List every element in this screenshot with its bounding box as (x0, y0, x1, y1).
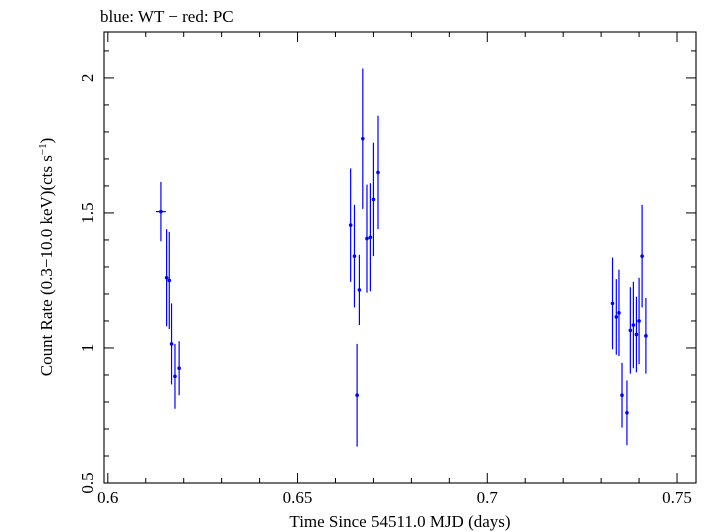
data-point (644, 298, 648, 374)
y-tick-label: 0.5 (78, 472, 97, 493)
point-marker (348, 223, 353, 227)
data-point (177, 341, 181, 396)
point-marker (167, 278, 172, 283)
data-point (361, 68, 365, 209)
y-tick-label: 1 (78, 344, 97, 353)
data-point (173, 343, 177, 409)
data-point (355, 343, 359, 447)
x-tick-label: 0.75 (662, 488, 692, 507)
y-tick-label: 2 (78, 74, 97, 83)
data-point (614, 279, 619, 355)
data-point (634, 296, 639, 373)
point-marker (361, 136, 365, 141)
data-point (617, 269, 621, 357)
x-tick-label: 0.6 (97, 488, 118, 507)
data-point (348, 168, 353, 282)
point-marker (610, 301, 615, 306)
data-point (640, 204, 644, 308)
point-marker (644, 334, 648, 338)
y-axis-label-end: ) (37, 138, 56, 144)
x-tick-label: 0.65 (283, 488, 313, 507)
data-point (167, 231, 172, 330)
data-point (365, 184, 369, 293)
point-marker (173, 374, 177, 379)
point-marker (617, 311, 621, 315)
point-marker (634, 332, 639, 337)
y-tick-label: 1.5 (78, 202, 97, 223)
data-point (352, 204, 357, 308)
point-marker (631, 323, 636, 327)
point-marker (355, 393, 359, 398)
x-tick-labels: 0.6 0.65 0.7 0.75 (97, 488, 692, 507)
data-point (164, 229, 169, 327)
data-point (637, 277, 641, 365)
plot-frame (103, 31, 697, 484)
point-marker (620, 393, 624, 398)
point-marker (365, 236, 369, 241)
chart-title: blue: WT − red: PC (100, 7, 234, 26)
point-marker (164, 275, 169, 280)
y-tick-labels: 0.5 1 1.5 2 (78, 74, 97, 494)
data-point (620, 362, 624, 428)
point-marker (371, 197, 376, 202)
y-axis-label-superscript: −1 (37, 143, 49, 155)
data-point (625, 380, 629, 446)
y-axis-label: Count Rate (0.3−10.0 keV)(cts s−1) (37, 138, 56, 377)
point-marker (159, 209, 163, 214)
x-axis-label: Time Since 54511.0 MJD (days) (289, 512, 510, 531)
point-marker (614, 315, 619, 319)
point-marker (352, 254, 357, 258)
x-tick-label: 0.7 (477, 488, 499, 507)
data-point (357, 254, 362, 326)
data-point (155, 181, 166, 242)
point-marker (169, 342, 174, 346)
point-marker (625, 410, 629, 415)
data-point (610, 257, 615, 350)
data-point (368, 183, 373, 292)
data-point (628, 287, 633, 374)
data-point (376, 115, 380, 230)
point-marker (376, 170, 380, 175)
data-point (631, 281, 636, 369)
data-point (371, 142, 376, 257)
data-points (155, 68, 648, 447)
y-axis-label-main: Count Rate (0.3−10.0 keV)(cts s (37, 155, 56, 376)
data-point (169, 303, 174, 385)
point-marker (640, 254, 644, 258)
point-marker (368, 235, 373, 240)
point-marker (357, 288, 362, 292)
point-marker (637, 319, 641, 323)
point-marker (628, 328, 633, 333)
axis-ticks (104, 32, 696, 484)
point-marker (177, 366, 181, 371)
